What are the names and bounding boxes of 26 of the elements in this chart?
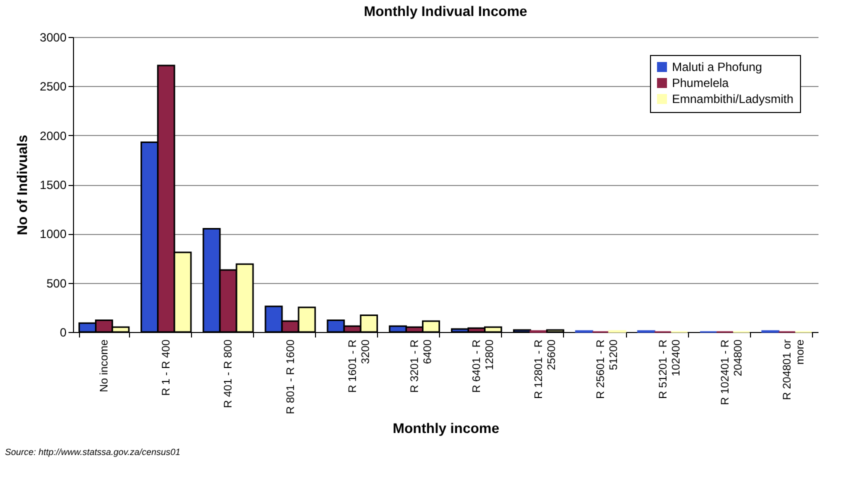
y-tick-label: 3000 [40, 30, 67, 44]
x-tick-label: R 401 - R 800 [222, 340, 235, 408]
y-tick-label: 2500 [40, 80, 67, 94]
x-tick-label: R 51201 - R 102400 [657, 339, 682, 399]
y-tick-label: 1500 [40, 178, 67, 192]
chart-title: Monthly Indivual Income [364, 3, 528, 19]
x-tick-label: No income [98, 340, 111, 392]
x-tick-label: R 1 - R 400 [160, 340, 173, 396]
y-tick-label: 2000 [40, 128, 67, 143]
y-tick-label: 0 [60, 326, 67, 340]
legend-label: Phumelela [672, 76, 730, 90]
y-axis-title: No of Indivuals [14, 134, 30, 236]
x-tick-label: R 204801 or more [781, 339, 806, 400]
x-tick-label: R 801 - R 1600 [284, 340, 297, 414]
x-tick-label: R 12801 - R 25600 [533, 339, 558, 399]
source-note: Source: http://www.statssa.gov.za/census01 [5, 447, 180, 457]
x-tick-label: R 3201 - R 6400 [408, 339, 434, 393]
x-tick-label: R 102401 - R 204800 [719, 339, 744, 405]
x-axis-title: Monthly income [392, 420, 500, 436]
x-tick-label: R 25601 - R 51200 [595, 339, 620, 399]
x-tick-label: R 1601 - R 3200 [346, 339, 372, 393]
legend-label: Maluti a Phofung [672, 60, 762, 74]
x-tick-label: R 6401 - R 12800 [471, 339, 496, 393]
y-tick-label: 1000 [40, 227, 67, 242]
y-tick-label: 500 [46, 276, 67, 290]
legend-label: Emnambithi/Ladysmith [672, 92, 794, 106]
